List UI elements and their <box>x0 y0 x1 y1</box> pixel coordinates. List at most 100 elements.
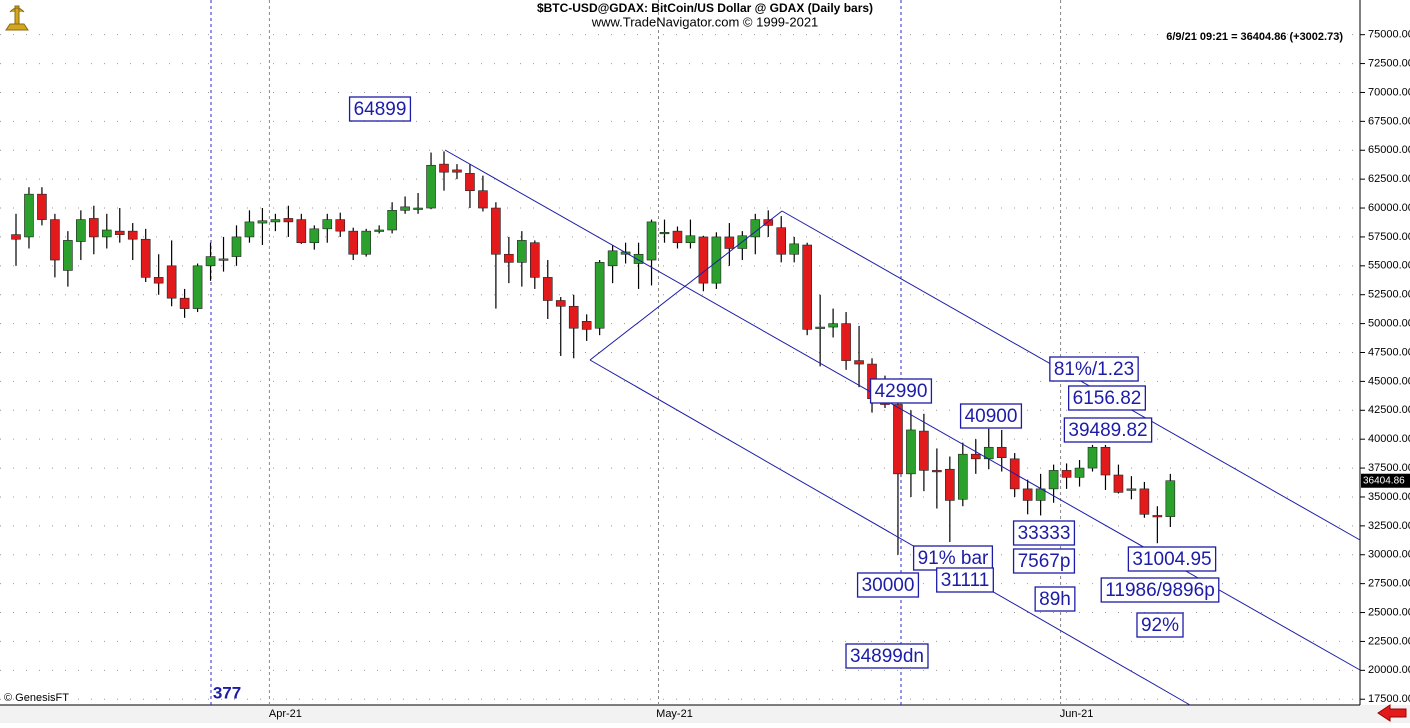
candle-body <box>491 207 501 255</box>
candle-body <box>1165 480 1176 517</box>
candle-body <box>581 320 592 330</box>
annotation-box <box>845 643 929 669</box>
annotation: 40900 <box>965 406 1018 427</box>
candle-body <box>646 221 657 261</box>
candle-body <box>296 219 307 244</box>
candle-body <box>802 244 812 330</box>
candle-body <box>76 219 86 242</box>
y-tick-label: 37500.00 <box>1368 462 1410 474</box>
candle-body <box>996 446 1007 458</box>
candle-body <box>763 219 774 226</box>
candle-body <box>854 360 864 365</box>
y-tick-label: 42500.00 <box>1368 404 1410 416</box>
candle-body <box>1048 470 1059 490</box>
candle-body <box>166 265 177 299</box>
annotation-box <box>959 403 1023 429</box>
annotation-box <box>1100 577 1220 603</box>
candle-body <box>361 230 371 255</box>
scroll-arrow[interactable] <box>1377 704 1407 722</box>
annotation: 92% <box>1141 615 1179 636</box>
candle-body <box>685 235 696 244</box>
candle-body <box>335 219 346 232</box>
annotation: 33333 <box>1018 523 1071 544</box>
candle-body <box>1139 488 1150 515</box>
candle-body <box>776 227 787 255</box>
candle-body <box>322 219 333 230</box>
annotation: 6156.82 <box>1073 388 1142 409</box>
candle-body <box>426 164 436 209</box>
candle-body <box>789 243 800 255</box>
candle-body <box>698 236 709 284</box>
candle-body <box>958 453 968 500</box>
candle-body <box>244 221 255 238</box>
y-tick-label: 47500.00 <box>1368 346 1410 358</box>
candle-body <box>555 300 566 307</box>
annotation-box <box>1012 548 1076 574</box>
candle-body <box>374 229 384 232</box>
cycle-label: 377 <box>213 683 241 702</box>
trend-line <box>589 359 1191 706</box>
candle-body <box>439 163 449 173</box>
candle-body <box>127 230 138 240</box>
annotation: 64899 <box>354 99 407 120</box>
candle-body <box>192 265 203 309</box>
price-tag: 36404.86 <box>1363 475 1405 486</box>
candle-body <box>815 326 825 329</box>
candle-body <box>413 207 423 210</box>
candle-body <box>711 236 722 284</box>
candle-body <box>1061 470 1072 478</box>
annotation: 39489.82 <box>1068 420 1147 441</box>
candle-body <box>231 236 242 257</box>
annotation-box <box>1049 356 1139 382</box>
candle-body <box>504 253 514 263</box>
candle-body <box>1113 474 1124 493</box>
annotation-box <box>348 96 412 122</box>
annotation-box <box>1127 546 1217 572</box>
annotation-box <box>1068 385 1146 411</box>
candle-body <box>50 219 60 261</box>
candle-body <box>452 169 462 173</box>
y-tick-label: 32500.00 <box>1368 520 1410 532</box>
y-tick-label: 50000.00 <box>1368 318 1410 330</box>
annotation-box <box>1012 520 1076 546</box>
y-tick-label: 55000.00 <box>1368 260 1410 272</box>
candle-body <box>400 206 410 211</box>
annotation-box <box>1136 612 1184 638</box>
candle-body <box>63 240 73 271</box>
candle-body <box>153 277 164 284</box>
y-tick-label: 40000.00 <box>1368 433 1410 445</box>
candle-body <box>1087 446 1098 469</box>
candle-body <box>257 220 268 224</box>
y-tick-label: 62500.00 <box>1368 173 1410 185</box>
candle-body <box>724 236 735 249</box>
candle-body <box>945 468 955 501</box>
candle-body <box>11 234 21 240</box>
candle-body <box>906 429 916 475</box>
annotation: 34899dn <box>850 646 924 667</box>
candle-body <box>89 218 99 238</box>
x-tick-label: Apr-21 <box>269 708 302 720</box>
y-tick-label: 22500.00 <box>1368 635 1410 647</box>
candle-body <box>568 305 579 329</box>
y-tick-label: 20000.00 <box>1368 664 1410 676</box>
y-tick-label: 52500.00 <box>1368 289 1410 301</box>
candle-body <box>1100 446 1111 476</box>
candle-body <box>633 253 644 264</box>
chart-title: $BTC-USD@GDAX: BitCoin/US Dollar @ GDAX … <box>537 1 873 15</box>
annotation-box <box>1063 417 1153 443</box>
y-tick-label: 30000.00 <box>1368 549 1410 561</box>
candle-body <box>140 238 151 278</box>
candle-body <box>478 190 488 209</box>
candle-body <box>932 470 942 473</box>
chart-subtitle: www.TradeNavigator.com © 1999-2021 <box>591 14 819 29</box>
annotation: 89h <box>1039 589 1071 610</box>
annotation: 81%/1.23 <box>1054 359 1134 380</box>
annotation: 31111 <box>941 570 990 591</box>
candle-body <box>659 232 670 235</box>
trend-line <box>589 210 783 361</box>
y-tick-label: 45000.00 <box>1368 375 1410 387</box>
annotation: 30000 <box>862 575 915 596</box>
candle-body <box>529 242 540 278</box>
candle-body <box>970 453 981 460</box>
y-tick-label: 57500.00 <box>1368 231 1410 243</box>
